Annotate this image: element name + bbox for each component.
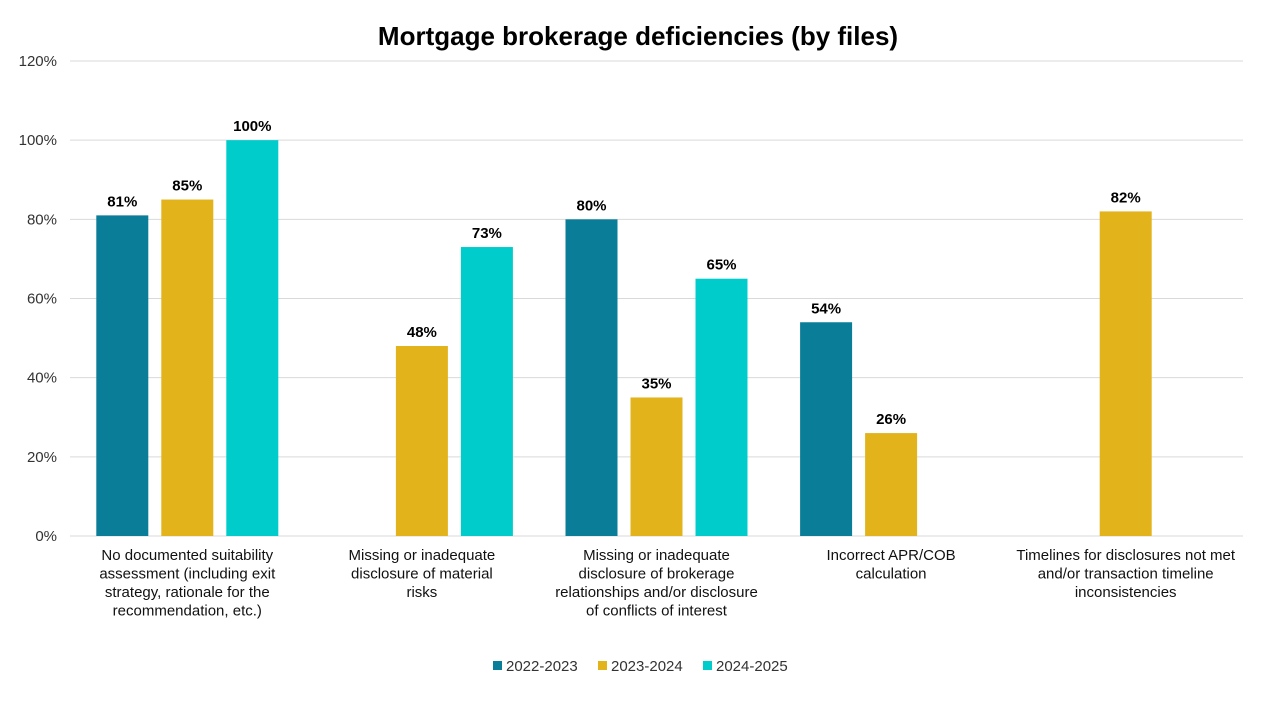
category-label-line: Missing or inadequate: [349, 547, 496, 564]
y-tick-label: 120%: [19, 53, 57, 70]
category-label-line: Missing or inadequate: [583, 547, 730, 564]
bar-2023-2024-1: [161, 199, 214, 536]
bar-2022-2023-1: [96, 215, 149, 536]
legend-label: 2024-2025: [716, 658, 788, 675]
legend-swatch: [703, 661, 712, 670]
category-label-line: recommendation, etc.): [113, 603, 262, 620]
data-label: 73%: [472, 225, 502, 242]
y-axis-ticks: 0% 20% 40% 60% 80% 100% 120%: [19, 53, 57, 545]
category-label-line: inconsistencies: [1075, 584, 1177, 601]
y-tick-label: 60%: [27, 291, 57, 308]
category-label-line: relationships and/or disclosure: [555, 584, 758, 601]
data-label: 54%: [811, 300, 841, 317]
y-tick-label: 100%: [19, 132, 57, 149]
legend-swatch: [598, 661, 607, 670]
category-label-line: Incorrect APR/COB: [826, 547, 955, 564]
data-label: 26%: [876, 411, 906, 428]
data-labels: 81% 85% 100% 48% 73% 80% 35% 65% 54% 26% 82%: [107, 118, 1140, 428]
data-label: 100%: [233, 118, 271, 135]
category-label-line: disclosure of brokerage: [579, 566, 735, 583]
legend-label: 2023-2024: [611, 658, 683, 675]
data-label: 80%: [576, 197, 606, 214]
bar-2024-2025-3: [695, 278, 748, 536]
bar-2024-2025-1: [226, 140, 279, 536]
bar-2023-2024-2: [395, 346, 448, 536]
category-label: Missing or inadequate disclosure of broke…: [555, 547, 758, 620]
bar-2023-2024-4: [865, 433, 918, 536]
bars: [96, 140, 1152, 537]
category-label-line: assessment (including exit: [99, 566, 276, 583]
data-label: 82%: [1111, 189, 1141, 206]
bar-2022-2023-3: [565, 219, 618, 537]
category-label-line: calculation: [856, 566, 927, 583]
category-label: Incorrect APR/COB calculation: [826, 547, 955, 583]
category-label: No documented suitability assessment (inc…: [99, 547, 276, 620]
data-label: 48%: [407, 324, 437, 341]
y-tick-label: 80%: [27, 211, 57, 228]
category-label-line: disclosure of material: [351, 566, 493, 583]
legend: 2022-2023 2023-2024 2024-2025: [493, 658, 788, 675]
category-label: Timelines for disclosures not met and/or …: [1016, 547, 1236, 601]
category-labels: No documented suitability assessment (inc…: [99, 547, 1236, 620]
legend-swatch: [493, 661, 502, 670]
category-label-line: and/or transaction timeline: [1038, 566, 1214, 583]
category-label-line: Timelines for disclosures not met: [1016, 547, 1236, 564]
data-label: 85%: [172, 178, 202, 195]
data-label: 81%: [107, 193, 137, 210]
data-label: 35%: [641, 375, 671, 392]
bar-2023-2024-3: [630, 397, 683, 536]
bar-2022-2023-4: [800, 322, 853, 536]
category-label-line: risks: [406, 584, 437, 601]
data-label: 65%: [706, 257, 736, 274]
y-tick-label: 0%: [35, 528, 57, 545]
category-label-line: of conflicts of interest: [586, 603, 728, 620]
bar-2023-2024-5: [1099, 211, 1152, 536]
bar-2024-2025-2: [460, 247, 513, 536]
category-label-line: No documented suitability: [101, 547, 273, 564]
category-label-line: strategy, rationale for the: [105, 584, 270, 601]
y-tick-label: 20%: [27, 449, 57, 466]
y-tick-label: 40%: [27, 370, 57, 387]
legend-label: 2022-2023: [506, 658, 578, 675]
category-label: Missing or inadequate disclosure of mater…: [349, 547, 496, 601]
chart-title: Mortgage brokerage deficiencies (by file…: [378, 21, 898, 51]
